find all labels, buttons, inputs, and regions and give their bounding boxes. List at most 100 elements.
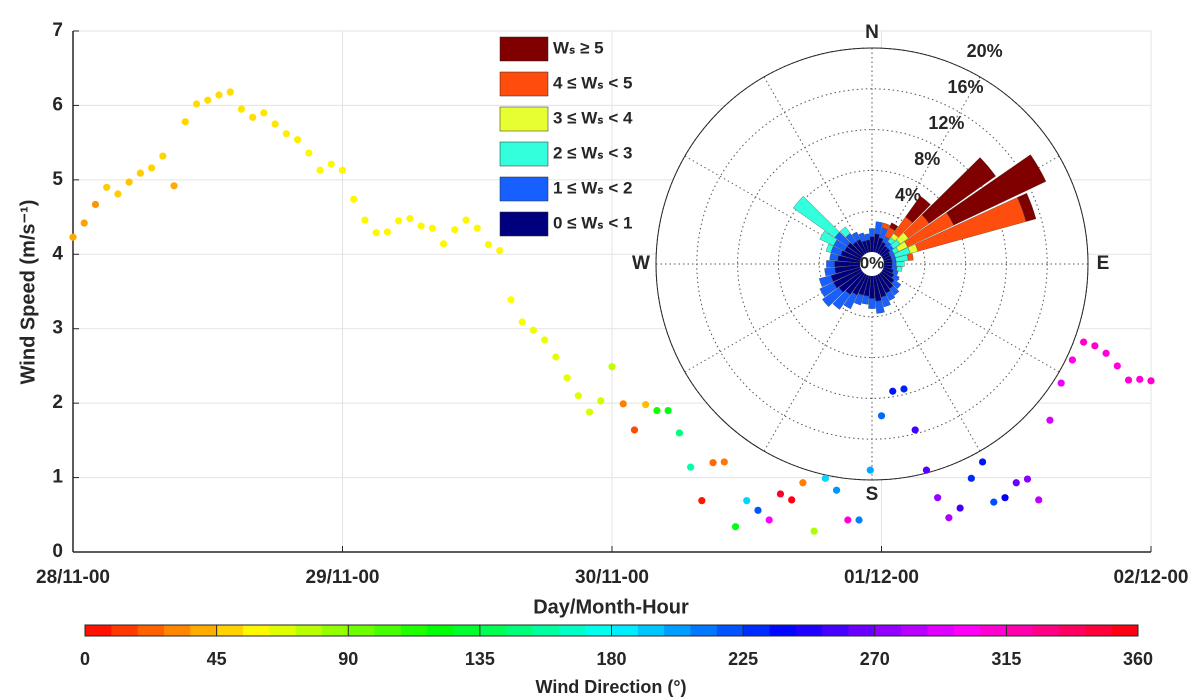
data-point	[237, 105, 246, 113]
data-point	[967, 474, 975, 482]
colorbar-tick-label: 315	[991, 649, 1021, 669]
data-point	[338, 166, 347, 174]
data-point	[619, 400, 627, 408]
data-point	[877, 412, 886, 420]
data-point	[585, 408, 594, 416]
data-point	[687, 463, 695, 471]
data-point	[395, 217, 403, 225]
data-point	[136, 169, 144, 177]
rose-petal	[868, 228, 876, 237]
data-point	[675, 429, 683, 437]
colorbar-step	[190, 625, 218, 636]
colorbar-step	[690, 625, 718, 636]
y-tick-label: 5	[52, 169, 63, 190]
data-point	[978, 458, 987, 466]
colorbar-step	[295, 625, 323, 636]
data-point	[316, 166, 324, 174]
legend-swatch	[499, 141, 549, 167]
data-point	[1136, 375, 1144, 383]
colorbar-step	[664, 625, 691, 636]
colorbar-step	[242, 625, 270, 636]
data-point	[1001, 494, 1009, 502]
rose-petal	[889, 222, 899, 231]
colorbar-step	[137, 625, 165, 636]
rose-ring-label: 4%	[895, 185, 921, 205]
colorbar-step	[321, 625, 349, 636]
data-point	[484, 241, 493, 249]
legend-label: 0 ≤ Wₛ < 1	[553, 213, 632, 232]
data-point	[855, 516, 863, 524]
x-tick-label: 01/12-00	[844, 567, 919, 588]
colorbar-step	[874, 625, 902, 636]
data-point	[810, 527, 818, 535]
data-point	[383, 228, 392, 236]
colorbar-tick-label: 135	[465, 649, 495, 669]
legend-label: 4 ≤ Wₛ < 5	[553, 73, 632, 92]
data-point	[1012, 479, 1020, 487]
data-point	[103, 183, 111, 191]
data-point	[990, 498, 998, 506]
data-point	[1035, 496, 1043, 504]
colorbar-step	[163, 625, 191, 636]
colorbar-step	[1032, 625, 1060, 636]
colorbar-tick-label: 90	[338, 649, 358, 669]
data-point	[911, 426, 919, 434]
colorbar-step	[479, 625, 507, 636]
data-point	[417, 222, 425, 230]
colorbar-step	[980, 625, 1007, 636]
x-tick-label: 29/11-00	[306, 567, 380, 588]
rose-petal	[891, 279, 902, 290]
rose-petal	[875, 300, 885, 314]
rose-petal	[825, 243, 834, 253]
data-point	[866, 466, 874, 474]
colorbar-step	[795, 625, 823, 636]
rose-petal	[868, 298, 876, 309]
data-point	[630, 426, 639, 434]
colorbar-step	[953, 625, 981, 636]
data-point	[159, 152, 167, 160]
data-point	[934, 494, 942, 502]
data-point	[451, 226, 459, 234]
colorbar-step	[348, 625, 376, 636]
colorbar-step	[637, 625, 665, 636]
rose-petal	[874, 221, 883, 235]
rose-petal	[861, 295, 870, 305]
colorbar-step	[506, 625, 534, 636]
colorbar-step	[1059, 625, 1086, 636]
rose-ring-label: 8%	[914, 149, 940, 169]
rose-petal	[1017, 192, 1037, 222]
x-tick-label: 02/12-00	[1113, 567, 1188, 588]
compass-label: W	[632, 253, 650, 274]
rose-petal	[858, 232, 866, 243]
x-tick-label: 30/11-00	[575, 567, 649, 588]
legend-swatch	[499, 36, 549, 62]
colorbar-step	[400, 625, 428, 636]
data-point	[1091, 342, 1099, 350]
colorbar-tick-label: 45	[207, 649, 227, 669]
rose-petal	[822, 287, 844, 308]
rose-petal	[819, 282, 838, 298]
data-point	[496, 246, 504, 255]
data-point	[788, 496, 796, 504]
data-point	[293, 136, 302, 144]
y-axis-label: Wind Speed (m/s⁻¹)	[17, 200, 39, 385]
rose-petal	[824, 267, 836, 277]
rose-petal	[946, 154, 1047, 226]
rose-petal	[896, 266, 903, 272]
legend-swatch	[499, 106, 549, 132]
rose-petal	[881, 222, 890, 231]
data-point	[192, 100, 201, 108]
colorbar-tick-label: 225	[728, 649, 758, 669]
rose-petal	[891, 274, 900, 282]
data-point	[653, 406, 661, 415]
data-point	[563, 374, 571, 382]
colorbar-step	[453, 625, 481, 636]
data-point	[597, 397, 605, 405]
rose-petal	[907, 253, 914, 261]
colorbar-step	[532, 625, 560, 636]
data-point	[170, 182, 178, 190]
colorbar-step	[822, 625, 849, 636]
data-point	[69, 233, 77, 241]
data-point	[282, 130, 290, 138]
x-tick-label: 28/11-00	[36, 567, 110, 588]
